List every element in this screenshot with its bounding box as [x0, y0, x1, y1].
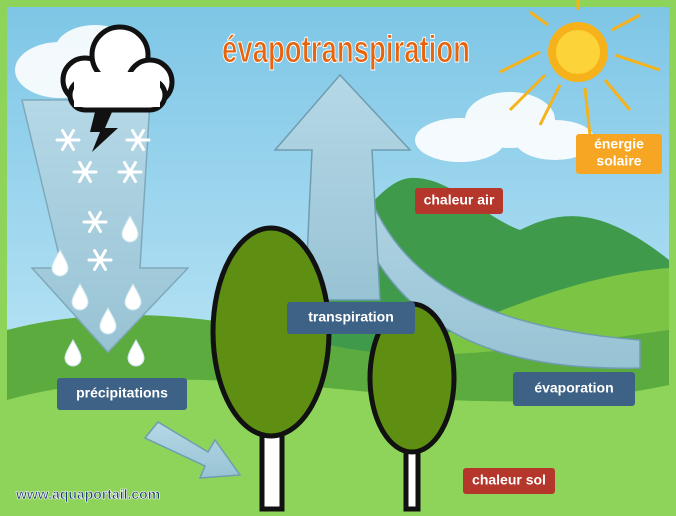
- evapotranspiration-diagram: évapotranspiration énergie solaire chale…: [0, 0, 676, 516]
- label-transpiration: transpiration: [287, 302, 415, 334]
- label-text: chaleur sol: [472, 472, 546, 488]
- label-chaleur-sol: chaleur sol: [463, 468, 555, 494]
- label-chaleur-air: chaleur air: [415, 188, 503, 214]
- label-text: évaporation: [534, 380, 613, 396]
- watermark: www.aquaportail.com: [15, 486, 160, 502]
- sun-label: énergie solaire: [576, 134, 662, 174]
- label-text: transpiration: [308, 309, 394, 325]
- label-text: chaleur air: [424, 192, 495, 208]
- sun-part: [556, 30, 600, 74]
- label-evaporation: évaporation: [513, 372, 635, 406]
- rain-cloud-fill: [74, 72, 160, 107]
- label-text: précipitations: [76, 385, 168, 401]
- sun-label-line: solaire: [596, 153, 641, 169]
- label-precipitations: précipitations: [57, 378, 187, 410]
- sun-label-line: énergie: [594, 136, 644, 152]
- title: évapotranspiration: [222, 29, 470, 71]
